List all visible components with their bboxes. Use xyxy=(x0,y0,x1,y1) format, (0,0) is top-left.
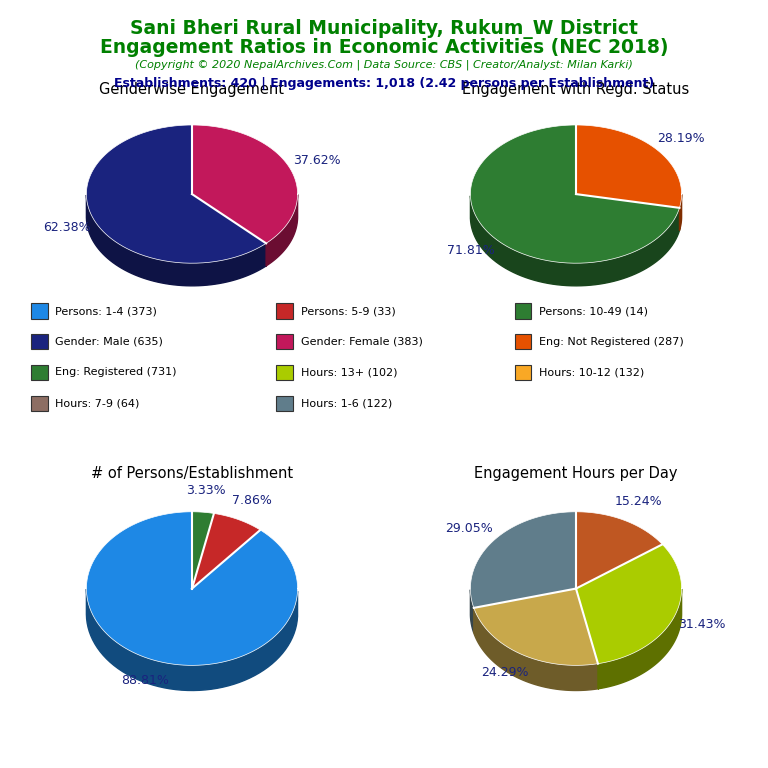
Text: Eng: Registered (731): Eng: Registered (731) xyxy=(55,367,177,378)
Polygon shape xyxy=(192,514,260,588)
Text: 29.05%: 29.05% xyxy=(445,522,493,535)
Polygon shape xyxy=(474,608,598,690)
Text: 24.29%: 24.29% xyxy=(482,666,528,679)
Polygon shape xyxy=(471,590,474,633)
Polygon shape xyxy=(87,511,297,665)
Text: 71.81%: 71.81% xyxy=(448,243,495,257)
Text: 37.62%: 37.62% xyxy=(293,154,341,167)
Polygon shape xyxy=(192,125,297,243)
Text: 7.86%: 7.86% xyxy=(232,494,271,507)
Text: (Copyright © 2020 NepalArchives.Com | Data Source: CBS | Creator/Analyst: Milan : (Copyright © 2020 NepalArchives.Com | Da… xyxy=(135,60,633,71)
Text: Hours: 7-9 (64): Hours: 7-9 (64) xyxy=(55,398,140,409)
Polygon shape xyxy=(576,511,662,588)
Text: Eng: Not Registered (287): Eng: Not Registered (287) xyxy=(539,336,684,347)
Text: Hours: 13+ (102): Hours: 13+ (102) xyxy=(301,367,398,378)
Polygon shape xyxy=(474,588,598,665)
Text: 3.33%: 3.33% xyxy=(187,485,226,498)
Text: 62.38%: 62.38% xyxy=(43,221,91,234)
Polygon shape xyxy=(576,545,681,664)
Text: 28.19%: 28.19% xyxy=(657,131,704,144)
Polygon shape xyxy=(471,125,680,263)
Title: Genderwise Engagement: Genderwise Engagement xyxy=(100,82,284,98)
Text: Sani Bheri Rural Municipality, Rukum_W District: Sani Bheri Rural Municipality, Rukum_W D… xyxy=(130,19,638,39)
Text: 15.24%: 15.24% xyxy=(614,495,662,508)
Text: Hours: 1-6 (122): Hours: 1-6 (122) xyxy=(301,398,392,409)
Polygon shape xyxy=(87,589,297,690)
Text: Persons: 5-9 (33): Persons: 5-9 (33) xyxy=(301,306,396,316)
Polygon shape xyxy=(192,511,214,588)
Polygon shape xyxy=(87,195,266,286)
Title: Engagement with Regd. Status: Engagement with Regd. Status xyxy=(462,82,690,98)
Polygon shape xyxy=(471,196,680,286)
Text: Persons: 10-49 (14): Persons: 10-49 (14) xyxy=(539,306,648,316)
Text: Gender: Female (383): Gender: Female (383) xyxy=(301,336,423,347)
Polygon shape xyxy=(598,589,681,689)
Polygon shape xyxy=(87,125,266,263)
Title: Engagement Hours per Day: Engagement Hours per Day xyxy=(475,466,677,482)
Polygon shape xyxy=(680,194,681,230)
Title: # of Persons/Establishment: # of Persons/Establishment xyxy=(91,466,293,482)
Text: Hours: 10-12 (132): Hours: 10-12 (132) xyxy=(539,367,644,378)
Text: Persons: 1-4 (373): Persons: 1-4 (373) xyxy=(55,306,157,316)
Text: 31.43%: 31.43% xyxy=(678,618,726,631)
Text: Gender: Male (635): Gender: Male (635) xyxy=(55,336,163,347)
Polygon shape xyxy=(471,511,576,608)
Text: Engagement Ratios in Economic Activities (NEC 2018): Engagement Ratios in Economic Activities… xyxy=(100,38,668,58)
Polygon shape xyxy=(576,125,681,208)
Polygon shape xyxy=(266,194,297,266)
Text: Establishments: 420 | Engagements: 1,018 (2.42 persons per Establishment): Establishments: 420 | Engagements: 1,018… xyxy=(114,77,654,90)
Text: 88.81%: 88.81% xyxy=(121,674,170,687)
